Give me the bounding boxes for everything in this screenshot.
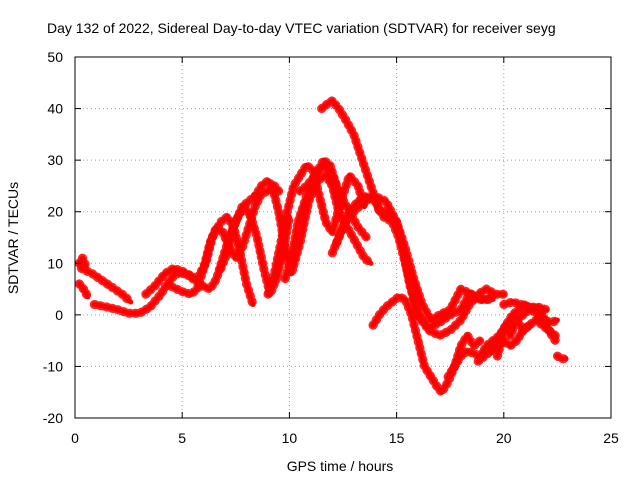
- series-track-21-markers: [552, 351, 571, 364]
- series-track-11-markers: [295, 155, 346, 217]
- x-tick-label: 25: [603, 430, 619, 446]
- x-tick-label: 10: [282, 430, 298, 446]
- series-track-14-markers: [332, 191, 498, 325]
- y-tick-label: 40: [47, 101, 63, 117]
- series-track-19-markers: [499, 297, 552, 315]
- x-tick-label: 0: [71, 430, 79, 446]
- y-tick-label: 30: [47, 152, 63, 168]
- y-tick-label: -10: [43, 358, 63, 374]
- chart-title: Day 132 of 2022, Sidereal Day-to-day VTE…: [47, 20, 556, 36]
- y-tick-label: 10: [47, 255, 63, 271]
- series-track-2-markers: [74, 253, 91, 271]
- plot-frame: [74, 56, 612, 419]
- series-track-15-markers: [368, 292, 485, 397]
- y-tick-label: 20: [47, 204, 63, 220]
- x-tick-label: 20: [496, 430, 512, 446]
- series-track-1-markers: [74, 279, 93, 302]
- y-tick-label: -20: [43, 410, 63, 426]
- y-tick-label: 50: [47, 49, 63, 65]
- x-tick-label: 15: [389, 430, 405, 446]
- x-axis-label: GPS time / hours: [287, 458, 394, 474]
- tick-labels: 0 5 10 15 20 25 -20 -10 0 10 20 30 40 50: [43, 49, 619, 446]
- y-axis-label: SDTVAR / TECUs: [5, 182, 21, 294]
- series-track-3-markers: [76, 263, 136, 307]
- series-track-20-markers: [492, 315, 534, 361]
- data-series: [74, 96, 571, 397]
- x-tick-label: 5: [178, 430, 186, 446]
- y-tick-label: 0: [55, 307, 63, 323]
